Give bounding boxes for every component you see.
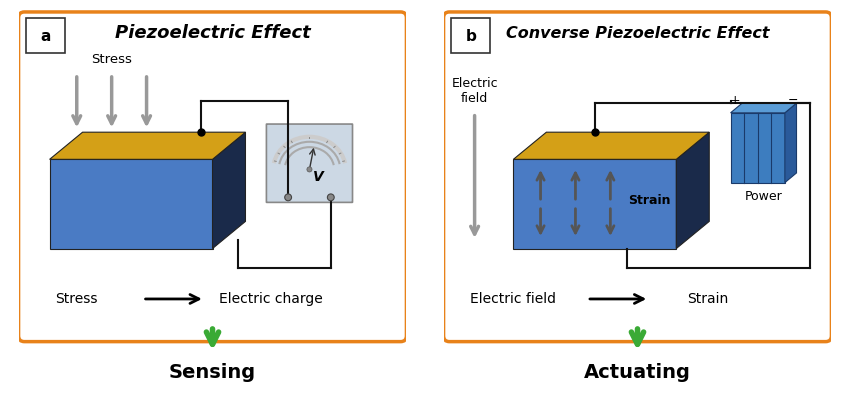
Text: Converse Piezoelectric Effect: Converse Piezoelectric Effect	[506, 26, 769, 41]
Text: V: V	[313, 170, 323, 184]
Text: Sensing: Sensing	[169, 363, 256, 382]
Text: −: −	[787, 94, 798, 107]
Text: Actuating: Actuating	[584, 363, 691, 382]
Text: Stress: Stress	[55, 292, 98, 306]
Text: Electric
field: Electric field	[451, 78, 498, 105]
Text: a: a	[41, 29, 51, 44]
Circle shape	[327, 194, 334, 201]
FancyBboxPatch shape	[444, 12, 831, 342]
Polygon shape	[49, 132, 246, 159]
Circle shape	[285, 194, 292, 201]
Polygon shape	[513, 159, 677, 248]
Text: Piezoelectric Effect: Piezoelectric Effect	[115, 24, 310, 42]
Circle shape	[307, 167, 312, 172]
FancyBboxPatch shape	[266, 124, 353, 202]
Polygon shape	[212, 132, 246, 248]
Polygon shape	[49, 159, 213, 248]
FancyBboxPatch shape	[19, 12, 406, 342]
FancyBboxPatch shape	[26, 18, 65, 53]
Polygon shape	[731, 113, 785, 183]
FancyBboxPatch shape	[451, 18, 490, 53]
Polygon shape	[785, 103, 796, 183]
Text: Electric charge: Electric charge	[218, 292, 322, 306]
Polygon shape	[677, 132, 709, 248]
Polygon shape	[731, 103, 796, 113]
Text: Strain: Strain	[628, 194, 671, 206]
Text: Strain: Strain	[687, 292, 728, 306]
Text: b: b	[465, 29, 476, 44]
Polygon shape	[513, 132, 709, 159]
Text: Electric field: Electric field	[470, 292, 557, 306]
Text: Power: Power	[745, 190, 782, 203]
Text: +: +	[729, 94, 740, 107]
Text: Stress: Stress	[91, 53, 132, 66]
